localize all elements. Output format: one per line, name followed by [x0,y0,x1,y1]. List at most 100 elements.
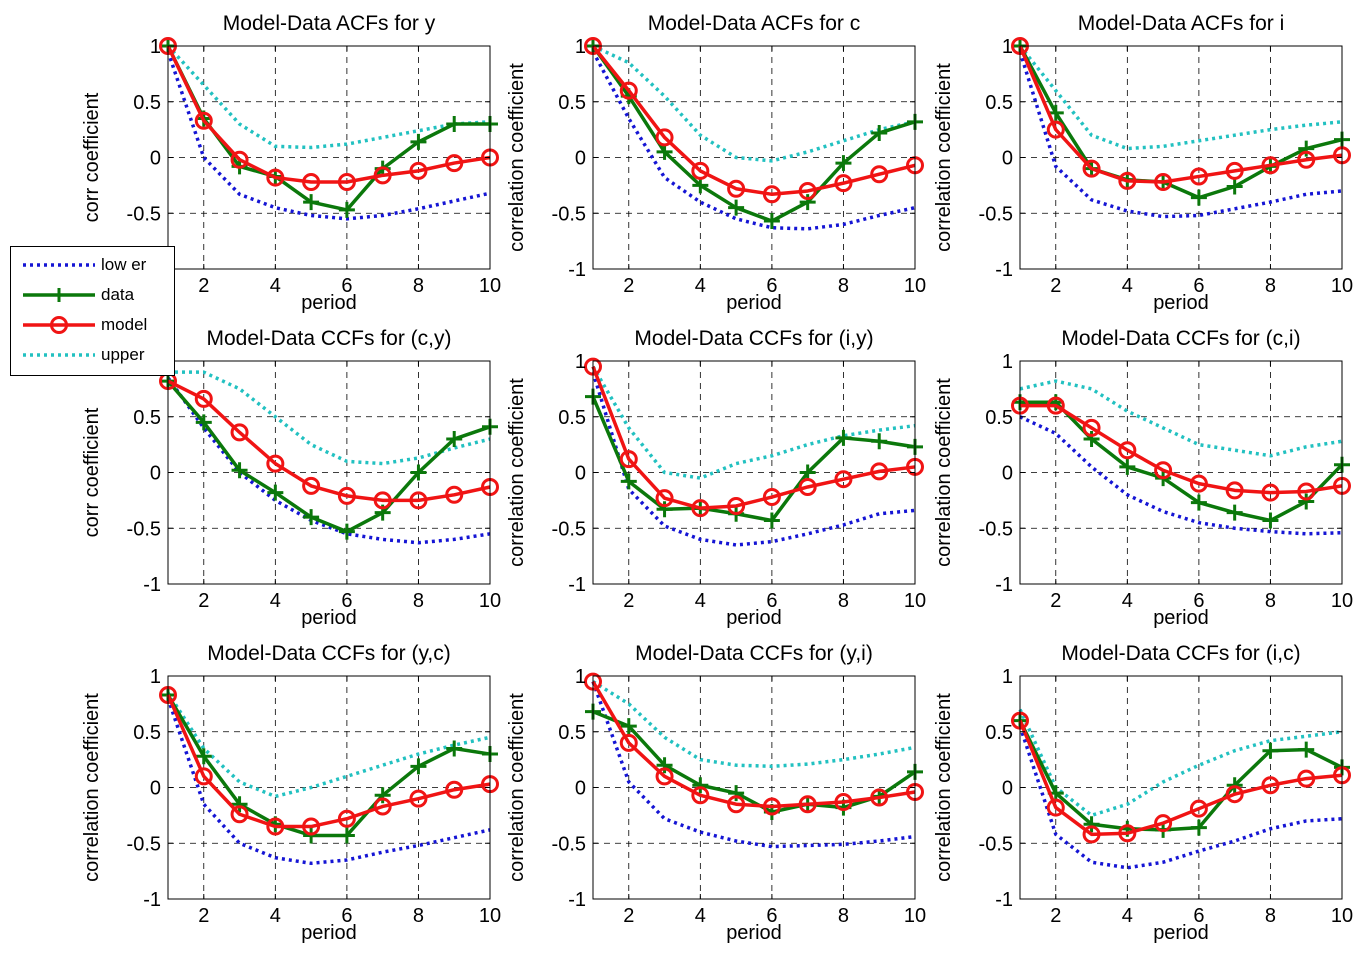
x-tick-label: 8 [413,590,424,612]
data-point-data [763,512,780,529]
subplot-title: Model-Data CCFs for (c,y) [206,327,451,350]
data-point-model [1189,474,1208,493]
y-tick-label: 1 [575,351,586,373]
y-tick-label: 1 [1002,36,1013,58]
y-tick-label: 0.5 [985,92,1013,114]
y-tick-label: -0.5 [979,203,1013,225]
y-tick-label: -0.5 [552,833,586,855]
data-point-data [1083,431,1100,448]
x-tick-label: 6 [1193,590,1204,612]
data-point-data [763,213,780,230]
y-tick-label: 1 [575,666,586,688]
series-line-model [1018,45,1343,184]
data-point-model [727,179,746,198]
y-axis-label: correlation coefficient [506,693,528,882]
data-point-data [410,133,427,150]
series-line-model [591,680,916,809]
series-line-lower [591,371,916,547]
subplot-title: Model-Data ACFs for y [223,12,436,35]
y-axis-label: correlation coefficient [81,693,103,882]
data-point-data [656,501,673,518]
data-point-model [1118,171,1137,190]
x-tick-label: 6 [766,905,777,927]
y-axis-label: correlation coefficient [933,378,955,567]
y-axis-label: corr coefficient [81,92,103,222]
legend-entry-model: model [19,313,169,337]
x-tick-label: 8 [1265,275,1276,297]
data-point-data [1226,504,1243,521]
data-point-data [446,740,463,757]
y-tick-label: 0.5 [133,407,161,429]
data-point-data [195,748,212,765]
subplot-title: Model-Data CCFs for (c,i) [1061,327,1300,350]
data-point-data [267,484,284,501]
data-point-data [835,429,852,446]
data-point-data [1119,458,1136,475]
x-axis-label: period [726,292,782,314]
data-point-data [303,194,320,211]
legend-entry-data: data [19,283,169,307]
y-axis-label: correlation coefficient [506,63,528,252]
y-tick-label: 1 [1002,666,1013,688]
subplot-7: 2 4 6 8 10 -1 -0.5 0 0.5 1 Model-Data CCFs for (y,… [81,642,501,944]
data-point-data [871,433,888,450]
data-point-data [303,509,320,526]
legend-label-data: data [101,285,135,304]
subplot-3: 2 4 6 8 10 -1 -0.5 0 0.5 1 Model-Data ACFs for i pe… [933,12,1353,314]
y-tick-label: 0 [575,148,586,170]
x-tick-label: 8 [413,905,424,927]
y-tick-label: -0.5 [552,203,586,225]
legend-label-lower: low er [101,255,147,274]
series-line-lower [591,680,916,849]
y-axis-label: correlation coefficient [933,693,955,882]
y-tick-label: 0 [150,148,161,170]
data-point-model [1046,798,1065,817]
x-tick-label: 6 [1193,275,1204,297]
series-line-model [1020,403,1343,495]
data-point-data [799,464,816,481]
data-point-model [1225,481,1244,500]
y-tick-label: 0.5 [558,722,586,744]
data-point-data [728,785,745,802]
series-line-data [591,395,916,523]
series-line-upper [592,680,916,769]
data-point-model [655,767,674,786]
data-point-model [230,805,249,824]
y-tick-label: 0 [575,778,586,800]
x-axis-label: period [301,292,357,314]
y-axis-label: correlation coefficient [933,63,955,252]
data-point-data [374,787,391,804]
x-axis-label: period [1153,922,1209,944]
x-tick-label: 4 [1122,590,1133,612]
series-line-model [591,44,916,197]
x-tick-label: 6 [341,275,352,297]
series-line-data [1018,45,1343,200]
data-point-model [655,489,674,508]
data-point-data [1262,512,1279,529]
data-point-data [1298,493,1315,510]
data-point-model [691,161,710,180]
legend-entry-upper: upper [19,343,169,367]
data-point-model [1261,156,1280,175]
data-point-model [302,173,321,192]
y-tick-label: 1 [150,666,161,688]
subplot-9: 2 4 6 8 10 -1 -0.5 0 0.5 1 Model-Data CCFs for (i,… [933,642,1353,944]
y-tick-label: 0.5 [558,92,586,114]
x-axis-label: period [1153,607,1209,629]
data-point-model [1118,441,1137,460]
data-point-model [691,499,710,518]
x-axis-label: period [726,922,782,944]
x-tick-label: 10 [1331,590,1353,612]
data-point-model [337,486,356,505]
x-tick-label: 10 [904,590,926,612]
x-tick-label: 10 [479,275,501,297]
subplot-title: Model-Data CCFs for (y,i) [635,642,873,665]
x-tick-label: 2 [198,905,209,927]
data-point-data [1298,140,1315,157]
data-point-data [728,199,745,216]
data-point-model [302,476,321,495]
x-tick-label: 8 [838,590,849,612]
data-point-data [195,414,212,431]
series-line-upper [592,44,916,163]
series-line-data [166,379,491,534]
